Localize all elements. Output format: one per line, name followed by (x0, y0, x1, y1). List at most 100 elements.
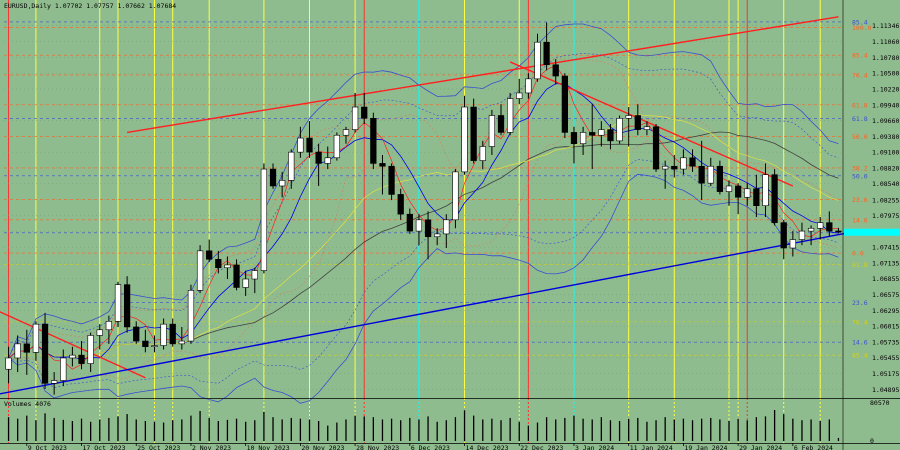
price-tick-label: 1.10500 (872, 70, 899, 78)
time-tick-label: 25 Oct 2023 (137, 444, 180, 450)
time-tick-label: 2 Nov 2023 (192, 444, 231, 450)
candle-bear (543, 41, 550, 66)
candle-bear (142, 340, 149, 347)
price-tick-label: 1.06295 (872, 307, 899, 315)
candle-bull (789, 239, 796, 249)
candle-bear (123, 284, 131, 328)
candle-bear (133, 326, 140, 342)
candle-bear (607, 129, 614, 142)
volume-axis-zero: 0 (870, 437, 874, 445)
bollinger-lower-band (8, 173, 839, 404)
fib-level-label: 61.8 (852, 101, 868, 109)
candles (5, 22, 842, 395)
volume-label: Volumes 4076 (4, 400, 51, 408)
fib-level-label: 50.0 (852, 133, 868, 141)
candle-bull (114, 284, 122, 322)
candle-bear (671, 165, 678, 170)
fib-level-label: 14.6 (852, 216, 868, 224)
candle-bull (224, 264, 231, 269)
price-tick-label: 1.11346 (872, 22, 899, 30)
candle-bull (507, 98, 514, 133)
candle-bear (424, 219, 432, 238)
candle-bear (589, 132, 596, 136)
price-tick-label: 1.06855 (872, 275, 899, 283)
time-tick-label: 6 Feb 2024 (794, 444, 833, 450)
price-tick-label: 1.09380 (872, 133, 899, 141)
candle-bear (570, 132, 578, 144)
candle-bull (461, 106, 468, 173)
candle-bull (32, 323, 40, 353)
candle-bull (434, 233, 441, 238)
price-tick-label: 1.11060 (872, 38, 899, 46)
candle-bull (279, 180, 286, 187)
fib-level-label: 0.0 (852, 250, 864, 258)
candle-bull (333, 134, 340, 159)
candle-bear (771, 174, 778, 223)
envelope-orange-upper (8, 57, 839, 359)
candle-bull (51, 380, 58, 384)
price-tick-label: 1.08820 (872, 164, 899, 172)
candle-bear (169, 323, 176, 345)
fib-level-label: 38.2 (852, 164, 868, 172)
candle-bull (443, 219, 450, 235)
candle-bear (361, 106, 368, 119)
price-tick-label: 1.04895 (872, 386, 899, 394)
bollinger-upper-band (8, 23, 839, 359)
fib-level-label: 14.6 (852, 339, 868, 347)
candle-bull (488, 115, 496, 147)
candle-bull (744, 188, 751, 198)
candle-bear (306, 137, 313, 153)
time-tick-label: 10 Nov 2023 (247, 444, 290, 450)
red-descending-trendline (509, 61, 794, 187)
price-tick-label: 1.06015 (872, 323, 899, 331)
candle-bull (87, 335, 94, 364)
candle-bear (734, 185, 742, 198)
time-tick-label: 6 Dec 2023 (411, 444, 450, 450)
price-tick-label: 1.08540 (872, 180, 899, 188)
candle-bull (762, 174, 769, 207)
candle-bear (269, 168, 277, 187)
red-left-trendline (0, 311, 146, 379)
candle-bull (725, 185, 733, 192)
candle-bull (14, 343, 21, 359)
current-price-marker (844, 228, 900, 236)
time-tick-label: 9 Oct 2023 (28, 444, 67, 450)
price-tick-label: 1.05175 (872, 370, 899, 378)
candle-bear (835, 230, 842, 233)
candle-bear (370, 118, 377, 164)
candle-bull (807, 227, 815, 232)
price-tick-label: 1.09660 (872, 117, 899, 125)
candle-bear (826, 222, 833, 232)
fib-level-label: 61.8 (852, 115, 868, 123)
time-tick-label: 19 Jan 2024 (684, 444, 727, 450)
price-tick-label: 1.05735 (872, 338, 899, 346)
price-tick-label: 1.08255 (872, 196, 899, 204)
candle-bull (516, 92, 523, 99)
volume-pane: 80570 0 (0, 398, 900, 445)
blue-support-trendline (0, 230, 858, 395)
candle-bull (680, 157, 687, 170)
candle-bull (625, 115, 632, 119)
candle-bull (60, 357, 67, 381)
price-tick-label: 1.07135 (872, 259, 899, 267)
candle-bull (251, 270, 258, 280)
price-tick-label: 1.05455 (872, 354, 899, 362)
candle-bull (598, 129, 605, 136)
candle-bull (160, 323, 167, 346)
candle-bear (397, 194, 404, 215)
price-tick-label: 1.09100 (872, 149, 899, 157)
envelope-orange-lower (8, 135, 839, 382)
candle-bear (315, 151, 322, 164)
candle-bear (716, 165, 724, 192)
fib-level-label: 100.0 (852, 24, 872, 32)
candle-bull (479, 146, 486, 161)
candle-bull (415, 219, 423, 232)
candle-bear (215, 258, 222, 269)
price-tick-label: 1.07415 (872, 244, 899, 252)
candle-bull (69, 354, 76, 359)
candle-bull (351, 106, 359, 130)
fib-level-label: 85.4 (852, 52, 868, 60)
candle-bull (707, 165, 714, 184)
candle-bear (780, 222, 787, 249)
